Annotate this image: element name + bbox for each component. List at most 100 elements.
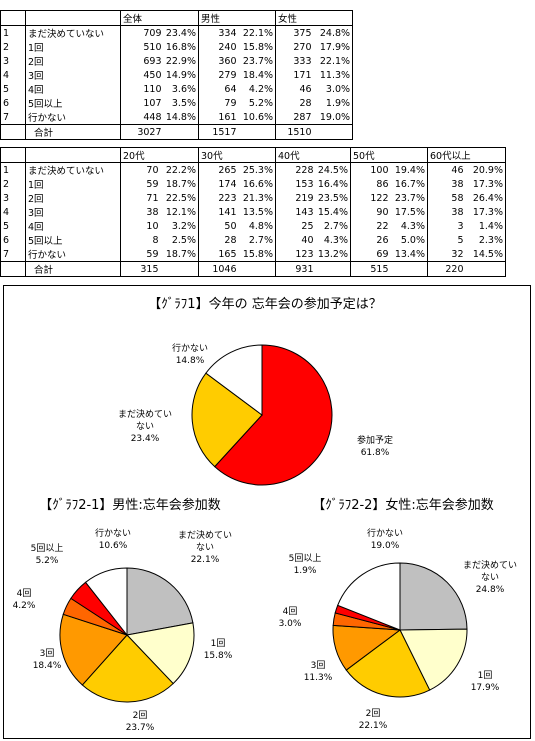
cell: 174 xyxy=(198,177,239,191)
pie-slice xyxy=(205,344,263,416)
cell: 46 xyxy=(275,82,314,96)
column-header: 50代 xyxy=(350,147,428,163)
cell: 110 xyxy=(120,82,164,96)
slice-label: まだ決めていない 24.8% xyxy=(462,560,518,596)
total-value: 1046 xyxy=(198,261,239,277)
row-number: 7 xyxy=(0,110,26,125)
cell: 40 xyxy=(275,233,316,247)
cell: 50 xyxy=(198,219,239,233)
cell: 219 xyxy=(275,191,316,205)
cell: 28 xyxy=(275,96,314,110)
slice-label: 5回以上 5.2% xyxy=(17,543,77,567)
cell: 3.6% xyxy=(171,83,197,95)
total-value: 515 xyxy=(350,261,391,277)
slice-value: 11.3% xyxy=(303,673,333,683)
data-table: 全体 男性 女性 1 まだ決めていない 709 23.4% 334 22.1% 375 24.8% 2… xyxy=(0,10,354,140)
cell: 223 xyxy=(198,191,239,205)
cell: 2.5% xyxy=(171,234,196,246)
cell: 24.5% xyxy=(317,164,348,176)
table-body: 20代 30代 40代 50代 60代以上 1 まだ決めていない 70 22.2% 265 25.3… xyxy=(0,147,506,277)
cell: 46 xyxy=(427,162,466,177)
row-number: 6 xyxy=(0,96,26,110)
cell: 13.5% xyxy=(242,206,273,218)
cell: 13.2% xyxy=(317,248,348,260)
row-label: 2回 xyxy=(25,54,121,68)
slice-value: 22.1% xyxy=(358,721,388,731)
slice-category: 参加予定 xyxy=(356,436,393,446)
total-label: 合計 xyxy=(25,124,121,140)
total-value: 3027 xyxy=(120,124,164,140)
cell: 20.9% xyxy=(472,164,503,176)
cell: 21.3% xyxy=(242,192,273,204)
row-number: 1 xyxy=(0,162,26,177)
slice-label: 2回 22.1% xyxy=(343,708,403,732)
cell: 22.9% xyxy=(165,55,197,67)
pie-slice xyxy=(81,634,174,703)
cell xyxy=(0,124,26,140)
slice-value: 23.4% xyxy=(130,434,160,444)
slice-value: 1.9% xyxy=(293,566,317,576)
slice-label: 行かない 14.8% xyxy=(160,343,220,367)
cell: 12.1% xyxy=(165,206,196,218)
row-number: 7 xyxy=(0,247,26,262)
pie-slice xyxy=(126,622,195,685)
slice-label: 4回 4.2% xyxy=(0,588,54,612)
cell xyxy=(315,261,351,277)
cell: 4.3% xyxy=(323,234,348,246)
cell xyxy=(390,261,428,277)
total-value: 315 xyxy=(120,261,161,277)
cell: 17.9% xyxy=(319,41,351,53)
slice-category: まだ決めていない xyxy=(462,561,517,583)
cell: 14.5% xyxy=(472,248,503,260)
row-number: 1 xyxy=(0,25,26,40)
cell: 18.7% xyxy=(165,248,196,260)
row-number: 4 xyxy=(0,205,26,219)
cell: 3.2% xyxy=(171,220,196,232)
cell: 17.3% xyxy=(472,178,503,190)
cell: 22.1% xyxy=(242,27,274,39)
slice-value: 3.0% xyxy=(278,619,302,629)
slice-value: 10.6% xyxy=(98,541,128,551)
slice-label: 行かない 10.6% xyxy=(83,528,143,552)
cell: 69 xyxy=(350,247,391,262)
cell: 448 xyxy=(120,110,164,125)
cell: 450 xyxy=(120,68,164,82)
slice-category: 2回 xyxy=(132,711,148,721)
column-header: 20代 xyxy=(120,147,199,163)
data-row: 2 1回 59 18.7% 174 16.6% 153 16.4% 86 16.7% 38 17.3% xyxy=(0,177,506,191)
data-row: 4 3回 450 14.9% 279 18.4% 171 11.3% xyxy=(0,68,353,82)
data-row: 1 まだ決めていない 709 23.4% 334 22.1% 375 24.8% xyxy=(0,25,353,40)
pie-slice xyxy=(191,372,263,468)
cell: 2.7% xyxy=(248,234,273,246)
cell: 1.9% xyxy=(325,97,351,109)
slice-category: 2回 xyxy=(365,709,381,719)
cell: 19.0% xyxy=(319,111,351,123)
cell: 141 xyxy=(198,205,239,219)
data-row: 5 4回 10 3.2% 50 4.8% 25 2.7% 22 4.3% 3 1.4% xyxy=(0,219,506,233)
total-value: 1510 xyxy=(275,124,314,140)
total-row: 合計 315 1046 931 515 220 xyxy=(0,261,506,277)
cell: 25.3% xyxy=(242,164,273,176)
cell: 171 xyxy=(275,68,314,82)
cell: 22 xyxy=(350,219,391,233)
data-row: 2 1回 510 16.8% 240 15.8% 270 17.9% xyxy=(0,40,353,54)
pie-slice xyxy=(59,613,128,686)
cell: 375 xyxy=(275,25,314,40)
cell: 19.4% xyxy=(394,164,425,176)
cell: 693 xyxy=(120,54,164,68)
cell: 59 xyxy=(120,177,161,191)
cell: 100 xyxy=(350,162,391,177)
cell xyxy=(0,147,26,163)
cell: 16.7% xyxy=(394,178,425,190)
slice-value: 5.2% xyxy=(35,556,59,566)
cell: 270 xyxy=(275,40,314,54)
data-row: 4 3回 38 12.1% 141 13.5% 143 15.4% 90 17.5% 38 17.3% xyxy=(0,205,506,219)
data-row: 7 行かない 59 18.7% 165 15.8% 123 13.2% 69 13.4% 32 14.… xyxy=(0,247,506,262)
cell xyxy=(160,261,199,277)
cell xyxy=(163,124,199,140)
cell: 38 xyxy=(120,205,161,219)
total-label: 合計 xyxy=(25,261,121,277)
cell: 79 xyxy=(198,96,239,110)
cell: 3.5% xyxy=(171,97,197,109)
